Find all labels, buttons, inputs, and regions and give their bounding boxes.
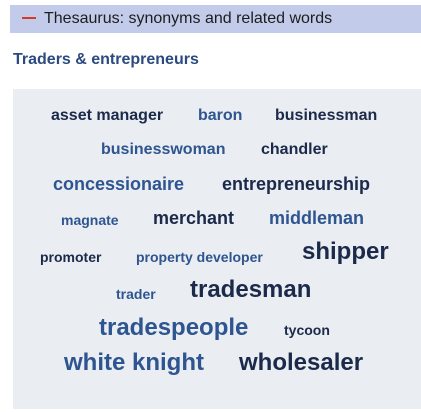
word-link[interactable]: wholesaler [239, 349, 364, 376]
word-cloud: asset manager baron businessman business… [13, 89, 421, 409]
word-link[interactable]: businesswoman [101, 141, 226, 158]
header-title: Thesaurus: synonyms and related words [44, 10, 333, 27]
word-link[interactable]: trader [116, 286, 156, 302]
word-link[interactable]: white knight [64, 349, 204, 376]
collapse-dash-icon[interactable] [22, 17, 36, 19]
word-link[interactable]: tycoon [284, 322, 330, 338]
word-link[interactable]: merchant [153, 208, 235, 228]
word-link[interactable]: asset manager [51, 107, 164, 124]
word-link[interactable]: magnate [61, 212, 119, 228]
word-link[interactable]: businessman [275, 107, 378, 124]
word-link[interactable]: chandler [261, 141, 328, 158]
word-link[interactable]: middleman [269, 208, 365, 228]
thesaurus-header[interactable]: Thesaurus: synonyms and related words [10, 5, 421, 33]
word-link[interactable]: promoter [40, 249, 102, 265]
section-heading: Traders & entrepreneurs [13, 51, 199, 68]
word-link[interactable]: entrepreneurship [222, 174, 371, 194]
word-link[interactable]: tradesman [190, 276, 312, 303]
word-link[interactable]: shipper [302, 238, 389, 265]
word-link[interactable]: baron [198, 107, 243, 124]
word-link[interactable]: concessionaire [53, 174, 185, 194]
word-link[interactable]: tradespeople [99, 314, 249, 341]
word-link[interactable]: property developer [136, 249, 263, 265]
